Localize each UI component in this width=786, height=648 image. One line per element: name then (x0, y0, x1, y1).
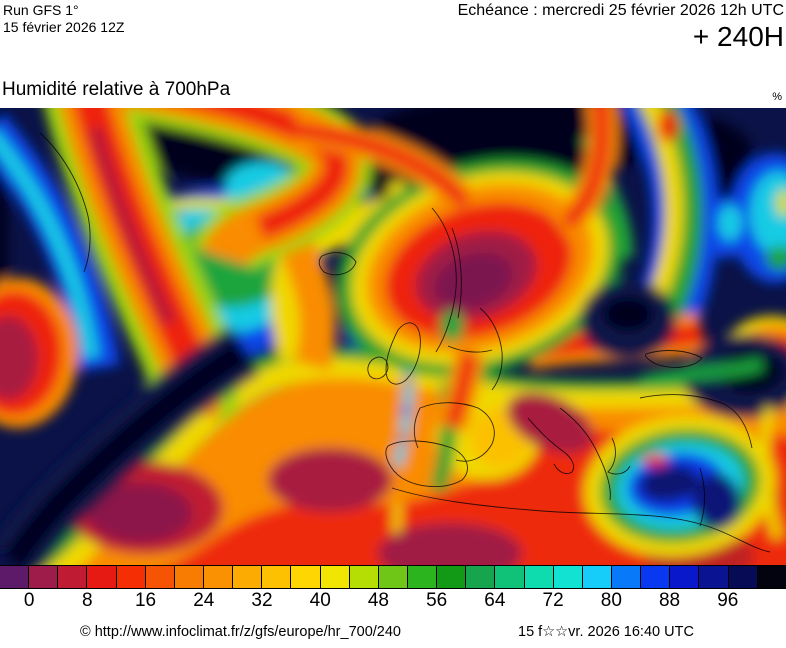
colorbar-cell (58, 566, 88, 588)
colorbar-cell (553, 566, 583, 588)
colorbar-cell (524, 566, 554, 588)
colorbar-labels: 0 8 16 24 32 40 48 56 64 72 80 88 96 (0, 589, 786, 611)
colorbar-label: 40 (309, 590, 331, 611)
colorbar-cell (116, 566, 146, 588)
colorbar-cell (728, 566, 758, 588)
run-info: Run GFS 1° 15 février 2026 12Z (3, 2, 124, 36)
colorbar-label: 80 (600, 590, 622, 611)
colorbar-cell (437, 566, 467, 588)
coastlines (39, 132, 771, 553)
colorbar-cell (407, 566, 438, 588)
colorbar-cell (757, 566, 786, 588)
colorbar-cell (29, 566, 59, 588)
colorbar-cell (174, 566, 204, 588)
unit-label: % (772, 91, 782, 103)
humidity-field-svg (0, 108, 786, 565)
humidity-map (0, 108, 786, 565)
run-date-label: 15 février 2026 12Z (3, 19, 125, 35)
colorbar-label: 56 (426, 590, 448, 611)
colorbar-cell (203, 566, 234, 588)
colorbar (0, 565, 786, 589)
colorbar-label: 96 (717, 590, 739, 611)
colorbar-cell (378, 566, 408, 588)
colorbar-cell (291, 566, 321, 588)
colorbar-label: 0 (23, 590, 35, 611)
colorbar-label: 16 (134, 590, 157, 611)
colorbar-cell (145, 566, 175, 588)
colorbar-cell (495, 566, 525, 588)
colorbar-label: 48 (367, 590, 390, 611)
colorbar-cell (699, 566, 729, 588)
copyright-url: © http://www.infoclimat.fr/z/gfs/europe/… (80, 624, 401, 640)
colorbar-label: 64 (484, 590, 506, 611)
forecast-hour-label: + 240H (692, 21, 784, 52)
colorbar-label: 8 (82, 590, 93, 611)
colorbar-cell (262, 566, 292, 588)
colorbar-label: 88 (658, 590, 681, 611)
colorbar-cell (349, 566, 379, 588)
colorbar-cell (670, 566, 700, 588)
page-title: Humidité relative à 700hPa (2, 79, 231, 100)
run-model-label: Run GFS 1° (3, 2, 79, 18)
colorbar-cell (466, 566, 496, 588)
colorbar-cell (87, 566, 117, 588)
colorbar-cell (582, 566, 612, 588)
colorbar-cell (233, 566, 263, 588)
colorbar-cell (320, 566, 350, 588)
colorbar-label: 72 (542, 590, 564, 611)
colorbar-label: 32 (251, 590, 273, 611)
generation-timestamp: 15 f☆☆vr. 2026 16:40 UTC (518, 624, 694, 640)
echeance-label: Echéance : mercredi 25 février 2026 12h … (457, 2, 784, 19)
colorbar-cell (611, 566, 642, 588)
colorbar-cell (0, 566, 30, 588)
humidity-field (0, 108, 786, 565)
colorbar-label: 24 (193, 590, 215, 611)
forecast-info: Echéance : mercredi 25 février 2026 12h … (458, 2, 784, 53)
colorbar-cell (641, 566, 671, 588)
